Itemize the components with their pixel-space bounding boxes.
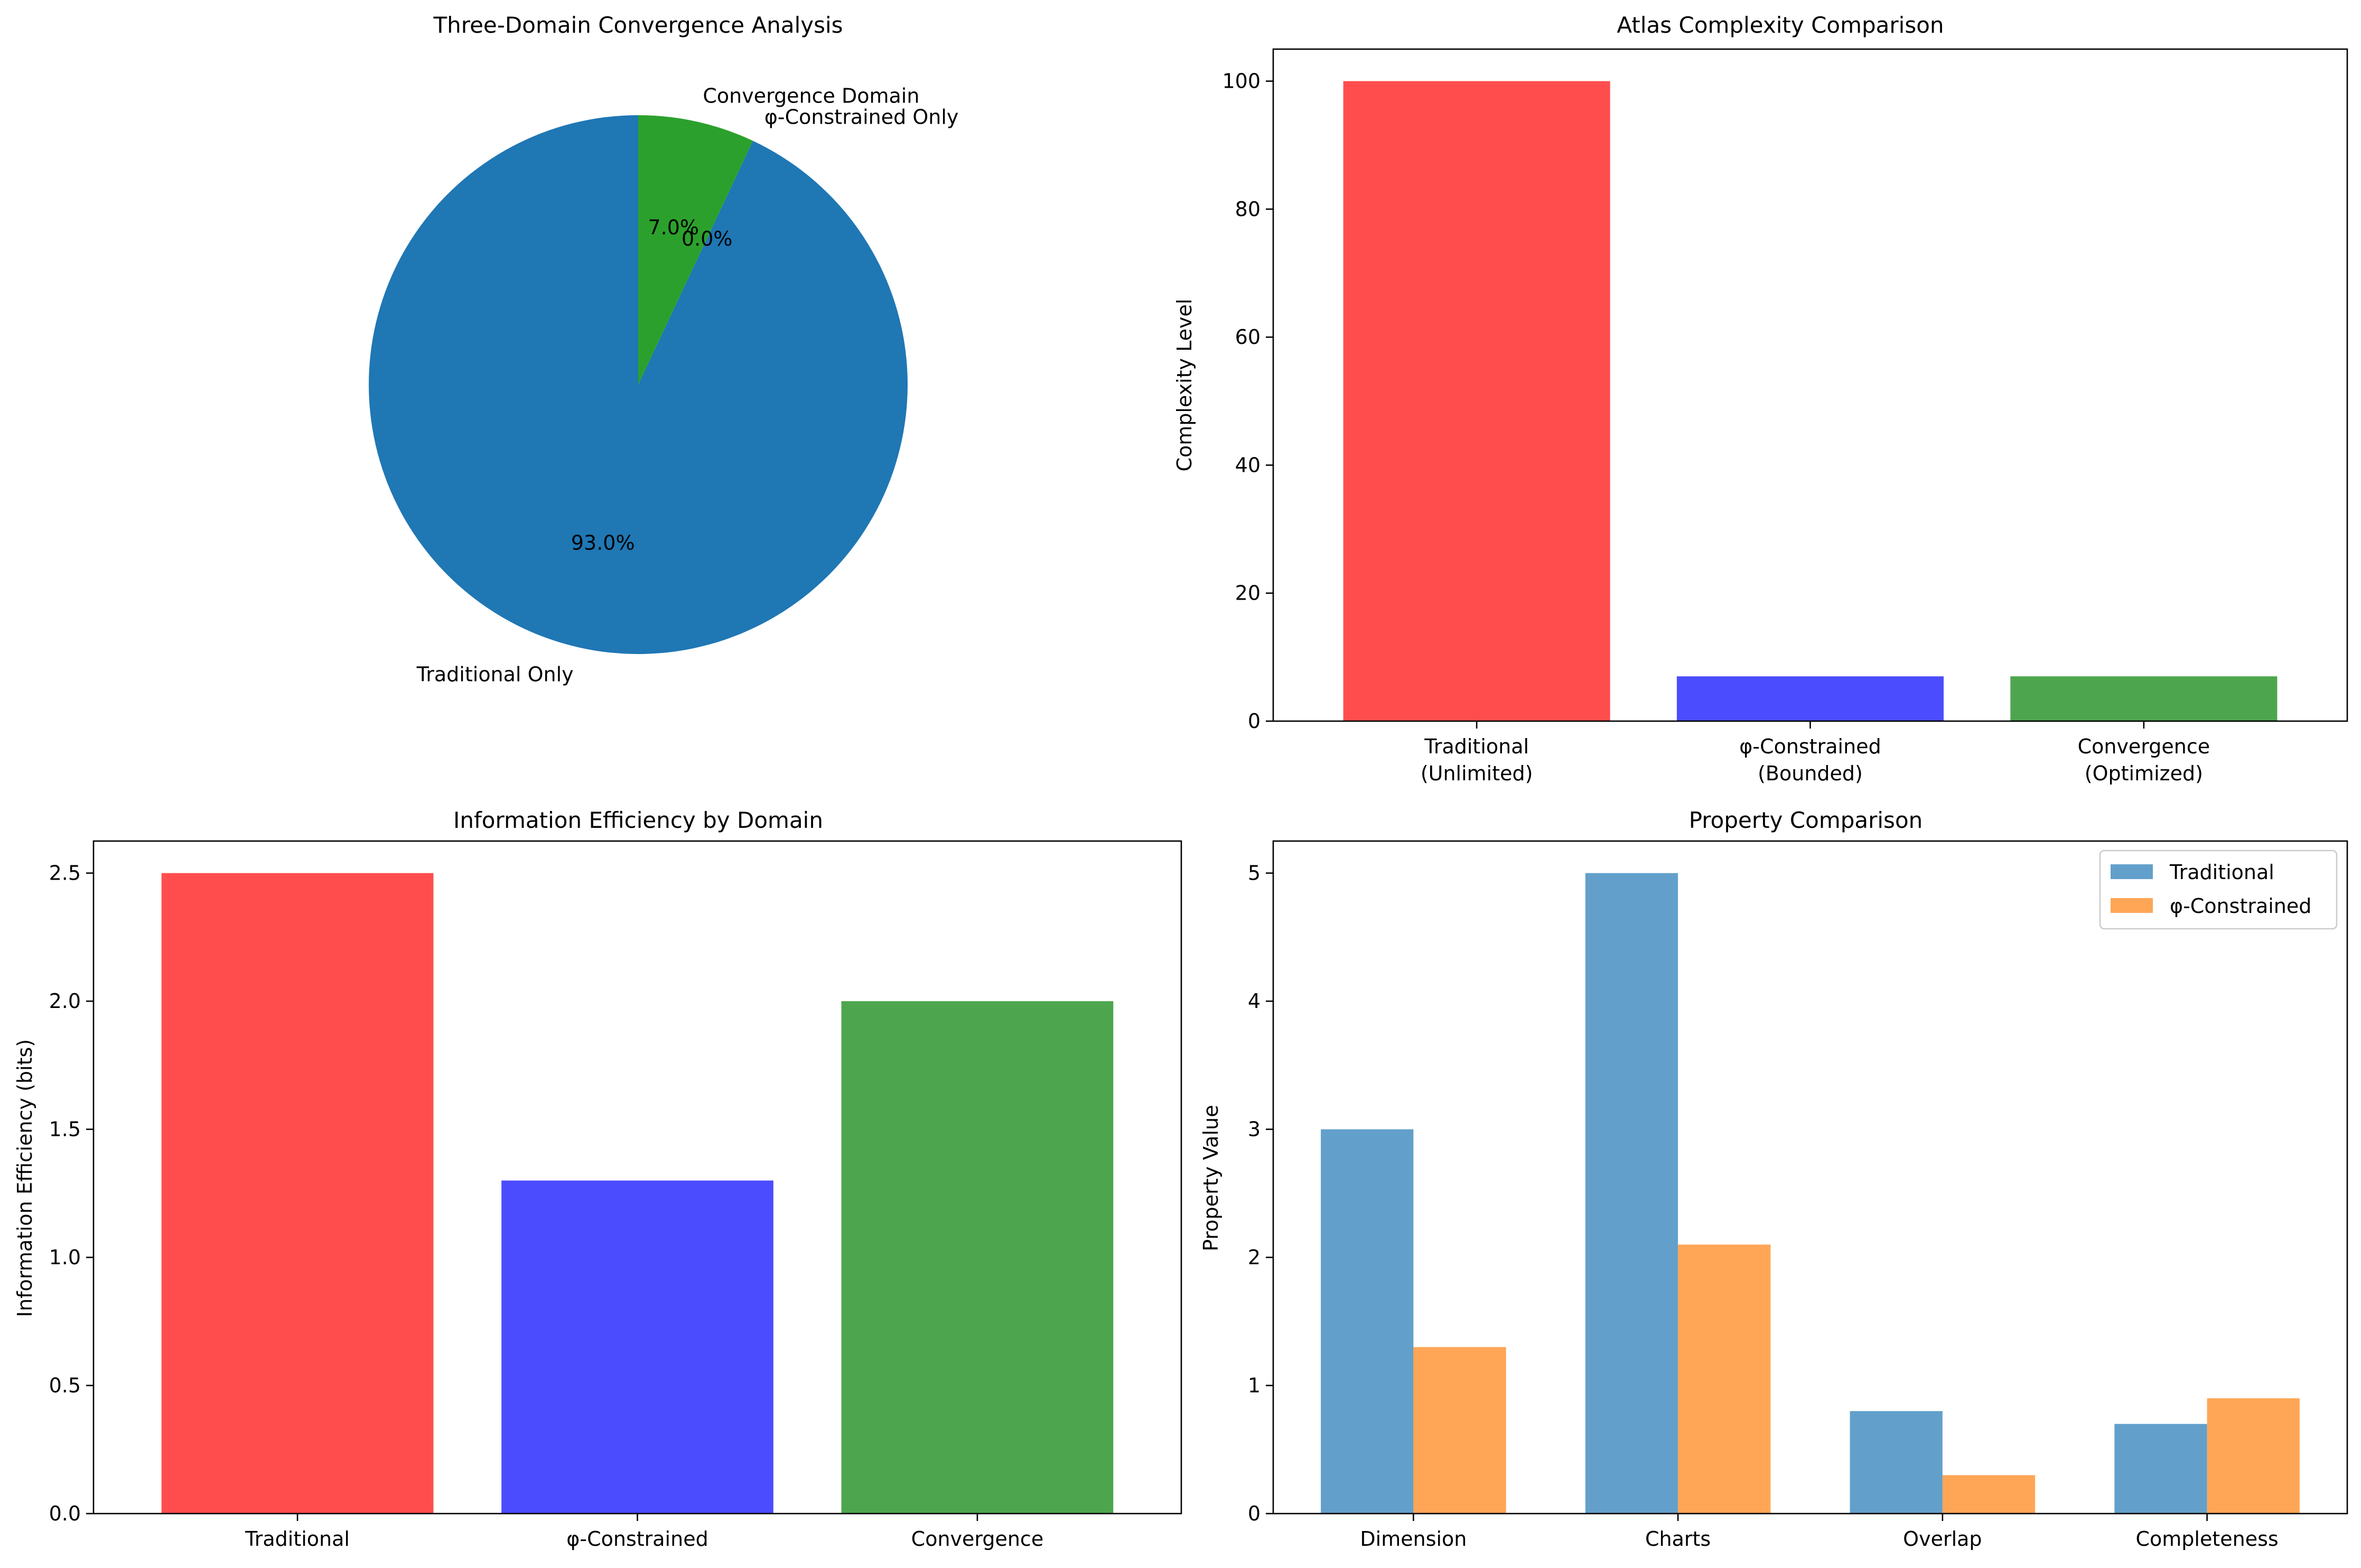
pie-chart-title: Three-Domain Convergence Analysis bbox=[433, 12, 843, 38]
complexity-bars bbox=[1343, 81, 2278, 722]
efficiency-xtick-label: φ-Constrained bbox=[566, 1527, 708, 1551]
property-bar-constrained-charts bbox=[1678, 1244, 1771, 1514]
complexity-bar-convergence bbox=[2010, 676, 2278, 721]
property-x-ticks: Dimension Charts Overlap Completeness bbox=[1360, 1514, 2279, 1551]
pie-pct-convergence-domain: 7.0% bbox=[648, 216, 699, 239]
complexity-xtick-label: (Optimized) bbox=[2085, 762, 2203, 785]
property-chart-panel: Property Comparison Property Value 0 1 2 3 4… bbox=[1199, 807, 2348, 1551]
efficiency-ytick-label: 1.0 bbox=[49, 1246, 81, 1269]
complexity-y-axis-label: Complexity Level bbox=[1173, 298, 1196, 471]
complexity-xtick-label: φ-Constrained bbox=[1739, 735, 1881, 758]
efficiency-y-axis-label: Information Efficiency (bits) bbox=[13, 1039, 36, 1317]
property-ytick-label: 3 bbox=[1248, 1118, 1261, 1141]
pie-label-traditional-only: Traditional Only bbox=[416, 662, 574, 686]
property-ytick-label: 1 bbox=[1248, 1374, 1261, 1397]
property-xtick-label: Dimension bbox=[1360, 1527, 1467, 1551]
efficiency-chart-panel: Information Efficiency by Domain Informa… bbox=[13, 807, 1182, 1551]
complexity-axes-frame bbox=[1272, 48, 2348, 722]
efficiency-xtick-label: Traditional bbox=[245, 1527, 350, 1551]
efficiency-bar-convergence bbox=[841, 1001, 1114, 1514]
property-xtick-label: Charts bbox=[1645, 1527, 1711, 1551]
complexity-chart-title: Atlas Complexity Comparison bbox=[1617, 12, 1944, 38]
property-legend: Traditional φ-Constrained bbox=[2099, 850, 2338, 930]
property-bar-traditional-completeness bbox=[2114, 1424, 2207, 1514]
complexity-bar-constrained bbox=[1676, 676, 1944, 721]
pie-pct-traditional-only: 93.0% bbox=[571, 531, 635, 555]
complexity-ytick-label: 100 bbox=[1222, 70, 1261, 93]
complexity-ytick-label: 20 bbox=[1235, 582, 1261, 605]
pie-labels: Traditional Only 93.0% φ-Constrained Only 0… bbox=[416, 85, 959, 686]
complexity-ytick-label: 60 bbox=[1235, 325, 1261, 349]
property-xtick-label: Overlap bbox=[1903, 1527, 1982, 1551]
property-ytick-label: 4 bbox=[1248, 990, 1261, 1013]
legend-swatch-phi-constrained bbox=[2111, 898, 2153, 913]
property-bar-traditional-dimension bbox=[1321, 1129, 1414, 1514]
property-ytick-label: 5 bbox=[1248, 862, 1261, 885]
legend-swatch-traditional bbox=[2111, 864, 2153, 879]
complexity-xtick-label: Traditional bbox=[1424, 735, 1529, 758]
pie-label-convergence-domain: Convergence Domain bbox=[703, 85, 919, 108]
property-axes-frame bbox=[1272, 840, 2348, 1515]
complexity-bar-traditional bbox=[1343, 81, 1610, 722]
efficiency-bars bbox=[161, 873, 1114, 1514]
efficiency-ytick-label: 1.5 bbox=[49, 1118, 81, 1141]
efficiency-bar-constrained bbox=[501, 1180, 773, 1514]
complexity-ytick-label: 0 bbox=[1248, 710, 1261, 733]
pie-slice-traditional-only bbox=[369, 115, 908, 655]
efficiency-ytick-label: 0.5 bbox=[49, 1374, 81, 1397]
property-y-axis-label: Property Value bbox=[1199, 1105, 1223, 1251]
complexity-xtick-label: (Bounded) bbox=[1758, 762, 1863, 785]
legend-label-phi-constrained: φ-Constrained bbox=[2170, 894, 2311, 918]
property-chart-title: Property Comparison bbox=[1689, 807, 1923, 833]
efficiency-x-ticks: Traditional φ-Constrained Convergence bbox=[245, 1514, 1043, 1551]
efficiency-y-ticks: 0.0 0.5 1.0 1.5 2.0 2.5 bbox=[49, 862, 94, 1525]
property-bar-traditional-overlap bbox=[1850, 1411, 1943, 1514]
legend-box bbox=[2099, 850, 2338, 930]
property-bar-constrained-overlap bbox=[1942, 1475, 2036, 1514]
legend-label-traditional: Traditional bbox=[2169, 861, 2274, 884]
efficiency-bar-traditional bbox=[161, 873, 434, 1514]
complexity-xtick-label: (Unlimited) bbox=[1421, 762, 1533, 785]
pie-pct-constrained-only: 0.0% bbox=[682, 227, 733, 250]
complexity-ytick-label: 40 bbox=[1235, 453, 1261, 477]
efficiency-xtick-label: Convergence bbox=[911, 1527, 1044, 1551]
pie-label-constrained-only: φ-Constrained Only bbox=[764, 105, 959, 128]
efficiency-axes-frame bbox=[92, 840, 1182, 1515]
pie-slice-convergence-domain bbox=[638, 115, 753, 385]
complexity-ytick-label: 80 bbox=[1235, 198, 1261, 221]
efficiency-ytick-label: 2.5 bbox=[49, 862, 81, 885]
property-bars bbox=[1321, 873, 2300, 1514]
property-bar-constrained-dimension bbox=[1413, 1347, 1506, 1514]
complexity-xtick-label: Convergence bbox=[2078, 735, 2210, 758]
efficiency-ytick-label: 2.0 bbox=[49, 990, 81, 1013]
complexity-x-ticks: Traditional (Unlimited) φ-Constrained (Boun… bbox=[1421, 721, 2210, 785]
complexity-y-ticks: 0 20 40 60 80 100 bbox=[1222, 70, 1273, 733]
efficiency-ytick-label: 0.0 bbox=[49, 1502, 81, 1525]
property-xtick-label: Completeness bbox=[2136, 1527, 2279, 1551]
efficiency-chart-title: Information Efficiency by Domain bbox=[453, 807, 823, 833]
pie-slices bbox=[369, 115, 908, 655]
property-bar-constrained-completeness bbox=[2207, 1398, 2300, 1514]
pie-chart-panel: Three-Domain Convergence Analysis Tradit… bbox=[369, 12, 958, 686]
property-y-ticks: 0 1 2 3 4 5 bbox=[1248, 862, 1273, 1525]
property-ytick-label: 0 bbox=[1248, 1502, 1261, 1525]
complexity-chart-panel: Atlas Complexity Comparison Complexity L… bbox=[1173, 12, 2348, 785]
property-bar-traditional-charts bbox=[1585, 873, 1678, 1514]
property-ytick-label: 2 bbox=[1248, 1246, 1261, 1269]
